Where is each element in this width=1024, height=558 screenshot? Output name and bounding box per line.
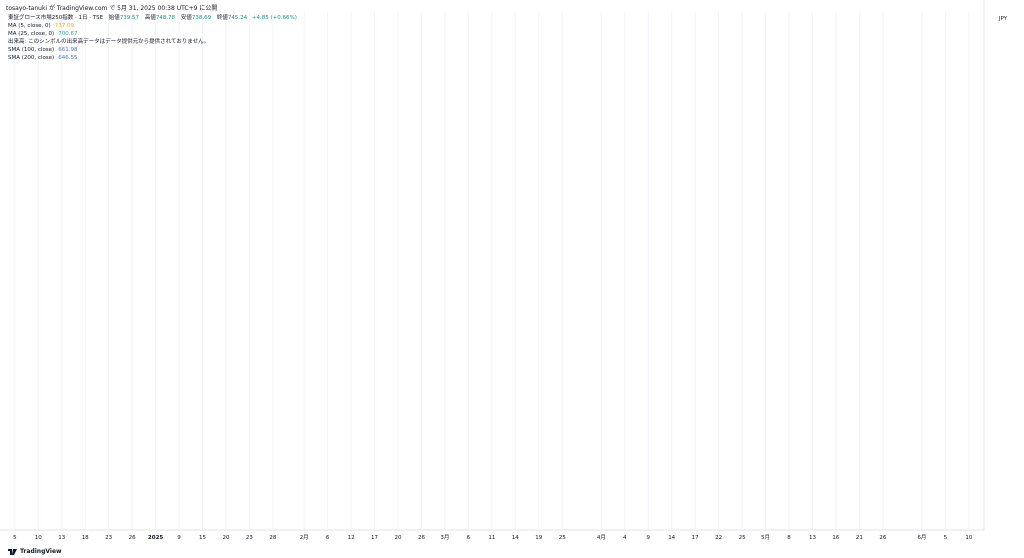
time-tick-label: 11 xyxy=(488,535,495,541)
open-label: 始値 xyxy=(108,15,120,21)
time-tick-label: 20 xyxy=(222,535,229,541)
time-tick-label: 16 xyxy=(832,535,839,541)
time-tick-label: 15 xyxy=(199,535,206,541)
open-value: 739.57 xyxy=(119,15,140,21)
currency-label: JPY xyxy=(998,16,1008,22)
symbol-name: 東証グロース市場250指数 · 1日 · TSE xyxy=(8,15,104,21)
tradingview-brand: TradingView xyxy=(20,548,62,555)
time-tick-label: 5 xyxy=(13,535,17,541)
indicator-row-sma100[interactable]: SMA (100, close) 661.98 xyxy=(8,46,297,54)
close-value: 745.24 xyxy=(227,15,248,21)
time-axis[interactable]: 5 10 13 18 23 26 2025 9 15 20 23 28 2月 6 12 17 20 26 3月 6 11… xyxy=(13,534,973,541)
price-axis[interactable]: 520.00530.00540.00550.00560.00570.00580.… xyxy=(985,0,1020,22)
time-tick-label: 4 xyxy=(623,535,627,541)
time-tick-label: 28 xyxy=(269,535,276,541)
indicator-label: SMA (100, close) xyxy=(8,47,55,53)
time-tick-label: 22 xyxy=(715,535,722,541)
time-tick-label: 26 xyxy=(879,535,886,541)
chart-legend: 東証グロース市場250指数 · 1日 · TSE 始値739.57 高値748.… xyxy=(8,14,297,62)
indicator-row-volume[interactable]: 出来高: このシンボルの出来高データはデータ提供元から提供されておりません。 xyxy=(8,38,297,46)
time-tick-label: 25 xyxy=(559,535,566,541)
tradingview-logo-icon xyxy=(8,548,17,555)
close-label: 終値 xyxy=(216,15,228,21)
low-label: 安値 xyxy=(180,15,192,21)
time-tick-label: 6 xyxy=(326,535,330,541)
tradingview-footer[interactable]: TradingView xyxy=(8,548,62,555)
time-tick-label: 3月 xyxy=(440,534,449,541)
time-tick-label: 20 xyxy=(395,535,402,541)
time-tick-label: 4月 xyxy=(597,534,606,541)
time-tick-label: 9 xyxy=(646,535,650,541)
time-tick-label: 26 xyxy=(129,535,136,541)
time-tick-label: 23 xyxy=(105,535,112,541)
time-tick-label: 6 xyxy=(467,535,471,541)
time-tick-label: 23 xyxy=(246,535,253,541)
time-tick-label: 6月 xyxy=(917,534,926,541)
indicator-value: 661.98 xyxy=(58,47,78,53)
time-tick-label: 14 xyxy=(512,535,519,541)
symbol-row[interactable]: 東証グロース市場250指数 · 1日 · TSE 始値739.57 高値748.… xyxy=(8,14,297,22)
time-tick-label: 10 xyxy=(965,535,972,541)
time-tick-label: 2025 xyxy=(148,535,163,541)
indicator-label: MA (5, close, 0) xyxy=(8,23,51,29)
indicator-label: MA (25, close, 0) xyxy=(8,31,55,37)
change-value: +4.85 (+0.66%) xyxy=(251,15,297,21)
time-tick-label: 17 xyxy=(692,535,699,541)
indicator-label: 出来高: このシンボルの出来高データはデータ提供元から提供されておりません。 xyxy=(8,39,210,45)
low-value: 738.69 xyxy=(191,15,212,21)
time-tick-label: 19 xyxy=(535,535,542,541)
time-tick-label: 13 xyxy=(809,535,816,541)
indicator-row-ma25[interactable]: MA (25, close, 0) 700.67 xyxy=(8,30,297,38)
indicator-value: 700.67 xyxy=(58,31,78,37)
time-tick-label: 5月 xyxy=(761,534,770,541)
time-tick-label: 14 xyxy=(668,535,675,541)
time-tick-label: 17 xyxy=(371,535,378,541)
publisher-line: tosayo-tanuki が TradingView.com で 5月 31,… xyxy=(6,5,218,12)
time-tick-label: 2月 xyxy=(300,534,309,541)
high-value: 748.78 xyxy=(155,15,176,21)
time-tick-label: 13 xyxy=(58,535,65,541)
indicator-row-ma5[interactable]: MA (5, close, 0) 737.09 xyxy=(8,22,297,30)
indicator-row-sma200[interactable]: SMA (200, close) 646.55 xyxy=(8,54,297,62)
time-tick-label: 12 xyxy=(348,535,355,541)
time-tick-label: 9 xyxy=(177,535,181,541)
indicator-label: SMA (200, close) xyxy=(8,55,55,61)
time-tick-label: 18 xyxy=(82,535,89,541)
time-tick-label: 10 xyxy=(35,535,42,541)
time-tick-label: 21 xyxy=(856,535,863,541)
chart-grid xyxy=(0,0,985,531)
time-tick-label: 25 xyxy=(739,535,746,541)
time-tick-label: 26 xyxy=(418,535,425,541)
time-tick-label: 5 xyxy=(944,535,948,541)
indicator-value: 646.55 xyxy=(58,55,78,61)
indicator-value: 737.09 xyxy=(54,23,74,29)
high-label: 高値 xyxy=(144,15,156,21)
time-tick-label: 8 xyxy=(787,535,791,541)
